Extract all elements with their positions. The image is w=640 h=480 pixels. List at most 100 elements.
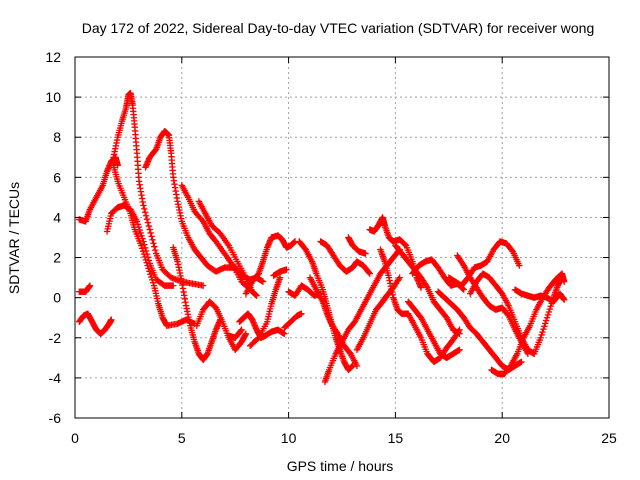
series-arc-35 <box>488 270 568 378</box>
y-tick-label: 6 <box>53 169 61 185</box>
data-point <box>276 274 284 281</box>
series-arc-9 <box>178 182 254 293</box>
data-point <box>86 282 94 289</box>
series-arc-36 <box>511 286 568 305</box>
series-arc-11 <box>193 298 250 354</box>
data-point <box>108 316 115 323</box>
data-point <box>298 310 305 317</box>
x-tick-label: 10 <box>281 430 297 446</box>
data-point <box>542 317 550 324</box>
data-point <box>146 268 153 275</box>
data-point <box>237 327 244 335</box>
x-tick-label: 25 <box>601 430 617 446</box>
series-arc-10 <box>195 198 260 299</box>
data-point <box>518 358 525 366</box>
x-tick-label: 15 <box>388 430 404 446</box>
y-tick-label: 12 <box>45 49 61 65</box>
series-arc-30 <box>405 298 463 362</box>
data-point <box>141 253 149 261</box>
data-marks <box>76 89 568 386</box>
data-point <box>138 242 145 249</box>
data-point <box>560 296 568 303</box>
data-point <box>139 248 147 255</box>
series-arc-22 <box>317 238 373 277</box>
x-tick-label: 0 <box>71 430 79 446</box>
series-arc-32 <box>445 238 523 289</box>
data-point <box>140 250 148 258</box>
series-arc-7 <box>142 128 245 277</box>
data-point <box>151 243 158 250</box>
data-point <box>544 311 552 319</box>
y-tick-label: 2 <box>53 250 61 266</box>
data-point <box>540 325 547 333</box>
x-axis-ticks: 0 5 10 15 20 25 <box>71 57 617 446</box>
data-point <box>395 275 402 283</box>
series-arc-16 <box>225 326 245 341</box>
data-point <box>516 262 523 269</box>
data-point <box>538 331 545 339</box>
data-point <box>541 323 548 330</box>
data-point <box>460 286 467 293</box>
y-axis-ticks: -6 -4 -2 0 2 4 6 8 10 12 <box>45 49 609 426</box>
data-point <box>148 233 155 240</box>
series-arc-24 <box>345 234 369 257</box>
x-tick-label: 20 <box>494 430 510 446</box>
data-point <box>140 202 147 209</box>
series-arc-13 <box>236 310 288 341</box>
data-point <box>170 282 177 289</box>
series-arc-28 <box>392 242 463 337</box>
data-point <box>145 265 152 272</box>
data-point <box>366 270 373 277</box>
data-point <box>353 362 361 370</box>
x-axis-title: GPS time / hours <box>287 458 394 474</box>
data-point <box>542 320 549 327</box>
data-point <box>137 229 144 237</box>
data-point <box>396 274 403 281</box>
data-point <box>365 269 373 276</box>
data-point <box>143 259 150 266</box>
series-arc-19 <box>281 310 305 331</box>
data-point <box>254 335 261 343</box>
data-point <box>543 314 551 321</box>
data-point <box>142 212 150 219</box>
data-point <box>546 305 554 313</box>
series-arc-17 <box>270 266 290 279</box>
data-point <box>133 218 141 225</box>
data-point <box>560 278 568 285</box>
data-point <box>456 346 463 354</box>
data-point <box>417 284 425 291</box>
data-point <box>539 328 546 336</box>
data-point <box>456 330 463 337</box>
series-arc-4 <box>76 310 115 337</box>
data-point <box>145 222 153 230</box>
series-arc-15 <box>246 274 284 349</box>
data-point <box>148 273 155 281</box>
data-point <box>138 245 146 252</box>
data-point <box>143 215 151 223</box>
data-point <box>149 236 156 243</box>
plot-frame <box>74 56 610 419</box>
data-point <box>149 279 157 286</box>
x-tick-label: 5 <box>178 430 186 446</box>
data-point <box>142 256 149 264</box>
data-point <box>283 266 290 273</box>
data-point <box>259 278 267 285</box>
data-point <box>238 326 245 333</box>
grid-lines <box>75 57 609 418</box>
y-axis-title: SDTVAR / TECUs <box>6 182 22 294</box>
data-point <box>141 241 148 248</box>
data-point <box>281 330 288 337</box>
data-point <box>362 250 369 257</box>
series-arc-33 <box>454 252 532 358</box>
data-point <box>141 209 149 216</box>
data-point <box>423 283 430 290</box>
y-tick-label: -6 <box>49 410 62 426</box>
data-point <box>150 240 157 247</box>
data-point <box>149 276 156 284</box>
series-arc-3 <box>76 282 94 295</box>
data-point <box>144 219 152 226</box>
y-tick-label: 8 <box>53 129 61 145</box>
data-point <box>147 270 154 278</box>
y-tick-label: -2 <box>49 330 62 346</box>
